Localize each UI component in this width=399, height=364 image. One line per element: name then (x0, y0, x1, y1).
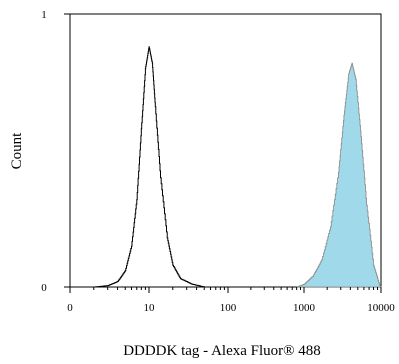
outline-histogram-series (93, 46, 205, 288)
x-tick-label: 10000 (367, 302, 395, 314)
x-axis-title: DDDDK tag - Alexa Fluor® 488 (123, 343, 321, 359)
y-axis-title: Count (9, 132, 25, 170)
x-tick-label: 1000 (293, 302, 316, 314)
x-tick-label: 0 (67, 302, 73, 314)
ticks-layer: 0 10 100 1000 10000 0 1 (41, 9, 395, 314)
plot-frame (69, 13, 382, 288)
filled-histogram-series (296, 62, 382, 288)
x-tick-label: 10 (144, 302, 156, 314)
y-tick-label: 1 (41, 9, 47, 21)
series-layer (93, 46, 382, 288)
x-tick-label: 100 (220, 302, 237, 314)
y-tick-label: 0 (41, 282, 47, 294)
